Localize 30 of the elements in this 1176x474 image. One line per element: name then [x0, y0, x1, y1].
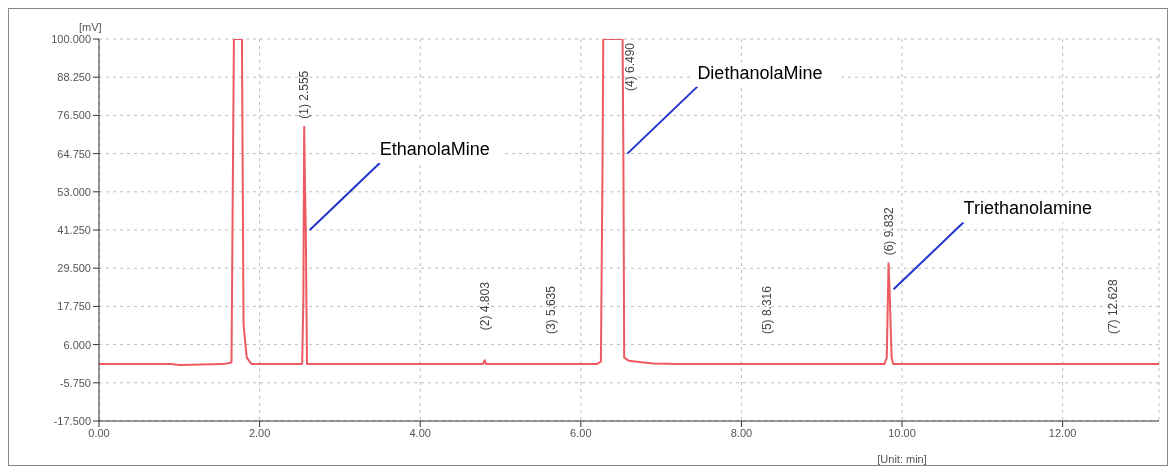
- annotation: (3) 5.635: [544, 285, 559, 335]
- annotation: (2) 4.803: [477, 281, 492, 331]
- x-tick-label: 10.00: [888, 426, 916, 439]
- x-tick-label: 4.00: [409, 426, 431, 439]
- x-tick-label: 8.00: [730, 426, 753, 439]
- annotation: (4) 6.490: [623, 42, 638, 92]
- y-tick-label: 29.500: [57, 262, 91, 275]
- y-tick-label: 64.750: [57, 147, 91, 160]
- x-tick-label: 6.00: [570, 426, 592, 439]
- y-tick-label: 17.750: [57, 300, 91, 313]
- annotation: (7) 12.628: [1106, 279, 1121, 335]
- y-tick-label: 76.500: [57, 109, 91, 122]
- annotation: (5) 8.316: [759, 285, 774, 335]
- x-tick-label: 2.00: [248, 426, 271, 439]
- y-tick-label: -17.500: [53, 414, 91, 427]
- y-tick-label: 100.000: [51, 32, 91, 45]
- annotation: DiethanolaMine: [697, 62, 823, 83]
- annotation: (6) 9.832: [881, 206, 896, 256]
- x-tick-label: 0.00: [88, 426, 110, 439]
- y-tick-label: -5.750: [59, 376, 91, 389]
- annotation: Triethanolamine: [963, 198, 1092, 219]
- x-tick-label: 12.00: [1048, 426, 1077, 439]
- annotation: (1) 2.555: [297, 70, 312, 119]
- y-tick-label: 88.250: [57, 71, 91, 84]
- y-tick-label: 41.250: [57, 223, 91, 236]
- x-axis-title: [Unit: min]: [877, 453, 927, 465]
- y-tick-label: 53.000: [57, 185, 91, 198]
- y-axis-title: [mV]: [79, 21, 102, 33]
- annotation: EthanolaMine: [379, 139, 490, 159]
- y-tick-label: 6.000: [63, 338, 91, 351]
